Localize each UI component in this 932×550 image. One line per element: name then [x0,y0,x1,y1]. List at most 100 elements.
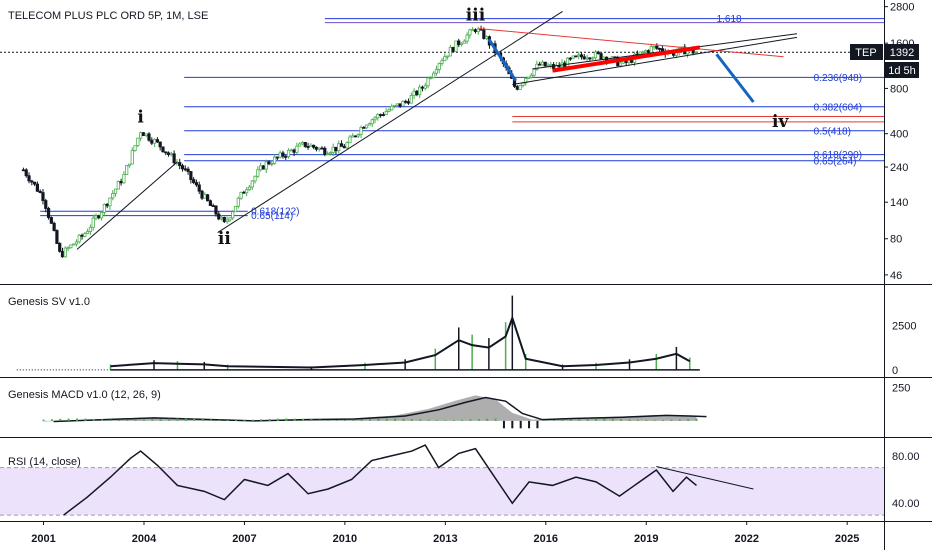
candle-body [278,152,282,158]
macd-hist-bar [452,419,455,421]
macd-hist-bar [670,419,673,421]
y-tick-label: 80 [890,234,902,246]
candle-body [72,243,76,246]
candle-body [86,231,90,235]
candle-body [538,63,542,66]
macd-hist-bar [569,419,572,421]
candle-body [144,133,148,136]
macd-hist-bar [603,418,606,421]
candle-body [247,186,252,191]
fib-label: 0.618(290) [814,150,862,161]
candle-body [242,191,246,194]
candle-body [250,180,254,188]
candle-body [306,146,310,148]
candle-body [471,29,475,32]
candle-body [219,216,224,220]
macd-hist-bar [151,419,154,421]
macd-hist-bar [561,419,564,421]
candle-body [320,147,324,150]
macd-hist-bar [285,418,288,421]
macd-hist-bar [276,418,279,421]
macd-hist-bar [444,420,447,421]
macd-hist-bar [251,419,254,421]
candle-body [222,216,226,223]
candle-body [256,169,260,177]
candle-body [172,153,176,164]
candle-body [125,165,129,175]
candle-body [658,48,662,50]
macd-hist-bar [327,419,330,421]
candle-body [102,203,106,213]
candle-body [398,103,402,107]
candle-body [694,51,698,54]
candle-body [99,212,104,219]
candle-body [420,86,425,89]
candle-body [596,51,600,54]
candle-body [119,181,123,184]
candle-body [272,156,277,164]
macd-hist-bar [176,418,179,421]
y-tick-label: 46 [890,270,902,282]
candle-body [275,156,279,159]
candle-body [574,55,578,58]
candle-body [459,42,464,46]
x-tick-label: 2016 [534,533,558,545]
candle-body [281,152,285,157]
candle-body [415,90,419,96]
candle-body [225,219,229,223]
macd-hist-bar [209,419,212,421]
candle-body [485,36,489,39]
macd-hist-bar [519,420,522,429]
macd-hist-bar [645,419,648,421]
candle-body [236,197,240,207]
macd-hist-bar [260,419,263,421]
red-resistance [478,28,784,58]
candle-body [426,77,430,87]
candle-body [429,77,433,79]
candle-body [404,100,408,103]
candle-body [529,74,533,78]
candle-body [593,51,598,59]
candle-body [549,64,553,66]
price-badge[interactable]: TEP 1392 1d 5h [850,44,919,78]
candle-body [624,60,628,63]
y-tick-label: 2800 [890,2,914,14]
wave-projection-line [715,53,755,103]
candle-body [217,213,221,220]
candle-body [440,60,444,64]
candle-body [476,28,480,32]
wave-label: iii [466,6,486,26]
candle-body [169,153,173,156]
candle-body [641,51,645,54]
candle-body [437,63,441,70]
candle-body [41,192,45,201]
candle-body [579,54,584,58]
candle-body [295,145,299,153]
candle-body [38,190,42,193]
candle-body [591,57,595,60]
candle-body [60,250,65,258]
macd-hist-bar [235,420,238,421]
candle-body [406,101,411,104]
x-tick-label: 2025 [835,533,859,545]
candle-body [200,190,204,199]
macd-hist-bar [595,418,598,421]
candle-body [21,169,26,172]
candle-body [342,145,346,149]
candle-body [197,184,201,192]
candle-body [577,54,581,57]
candle-body [443,56,447,62]
x-tick-label: 2022 [734,533,758,545]
candle-body [206,194,210,202]
candle-body [365,124,369,129]
macd-hist-bar [59,418,62,421]
candle-body [376,114,380,119]
macd-hist-bar [435,420,438,421]
candle-body [261,165,266,170]
candle-body [66,247,70,250]
trend-line-i [76,161,178,250]
macd-hist-bar [611,418,614,421]
candle-body [362,126,366,129]
